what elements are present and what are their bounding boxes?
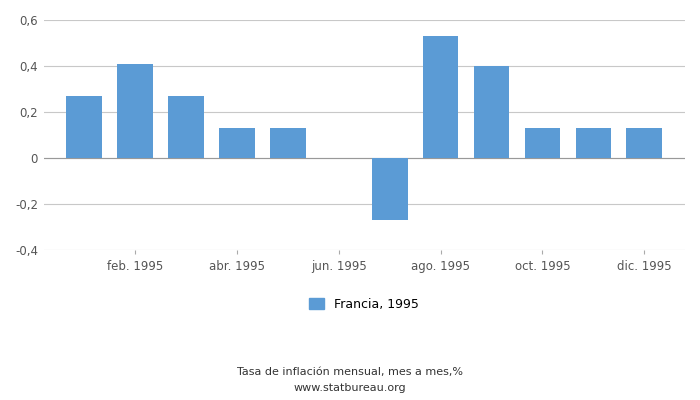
Bar bbox=[270, 128, 306, 158]
Text: Tasa de inflación mensual, mes a mes,%: Tasa de inflación mensual, mes a mes,% bbox=[237, 367, 463, 377]
Bar bbox=[372, 158, 407, 220]
Bar bbox=[626, 128, 662, 158]
Bar bbox=[66, 96, 102, 158]
Bar bbox=[474, 66, 510, 158]
Bar bbox=[423, 36, 459, 158]
Bar bbox=[575, 128, 611, 158]
Bar bbox=[118, 64, 153, 158]
Legend: Francia, 1995: Francia, 1995 bbox=[309, 298, 419, 311]
Bar bbox=[524, 128, 560, 158]
Text: www.statbureau.org: www.statbureau.org bbox=[294, 383, 406, 393]
Bar bbox=[168, 96, 204, 158]
Bar bbox=[219, 128, 255, 158]
